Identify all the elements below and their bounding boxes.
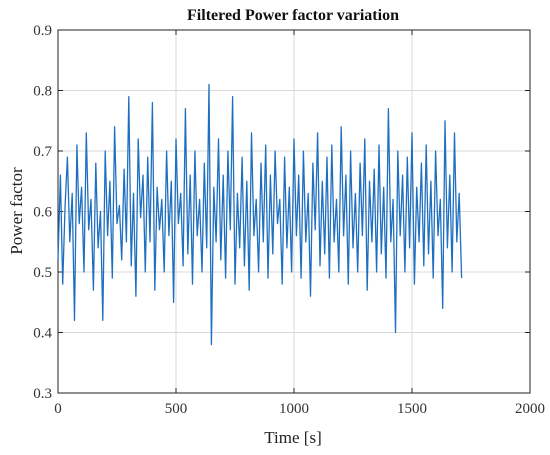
y-axis-label: Power factor xyxy=(7,167,26,255)
y-tick-label: 0.8 xyxy=(33,84,52,100)
x-tick-labels: 0 500 1000 1500 2000 xyxy=(54,401,545,417)
x-tick-label: 2000 xyxy=(515,401,545,417)
power-factor-series-line xyxy=(57,83,463,346)
x-tick-label: 1500 xyxy=(397,401,427,417)
y-tick-label: 0.5 xyxy=(33,265,52,281)
y-tick-label: 0.7 xyxy=(33,144,52,160)
x-tick-label: 500 xyxy=(165,401,188,417)
y-tick-label: 0.9 xyxy=(33,23,52,39)
x-tick-label: 1000 xyxy=(279,401,309,417)
tick-marks xyxy=(57,29,531,394)
x-axis-label: Time [s] xyxy=(264,428,321,447)
y-tick-label: 0.3 xyxy=(33,386,52,402)
x-tick-label: 0 xyxy=(54,401,62,417)
y-tick-label: 0.6 xyxy=(33,205,52,221)
y-tick-labels: 0.3 0.4 0.5 0.6 0.7 0.8 0.9 xyxy=(33,23,52,402)
y-tick-label: 0.4 xyxy=(33,326,52,342)
chart-title: Filtered Power factor variation xyxy=(187,7,399,24)
